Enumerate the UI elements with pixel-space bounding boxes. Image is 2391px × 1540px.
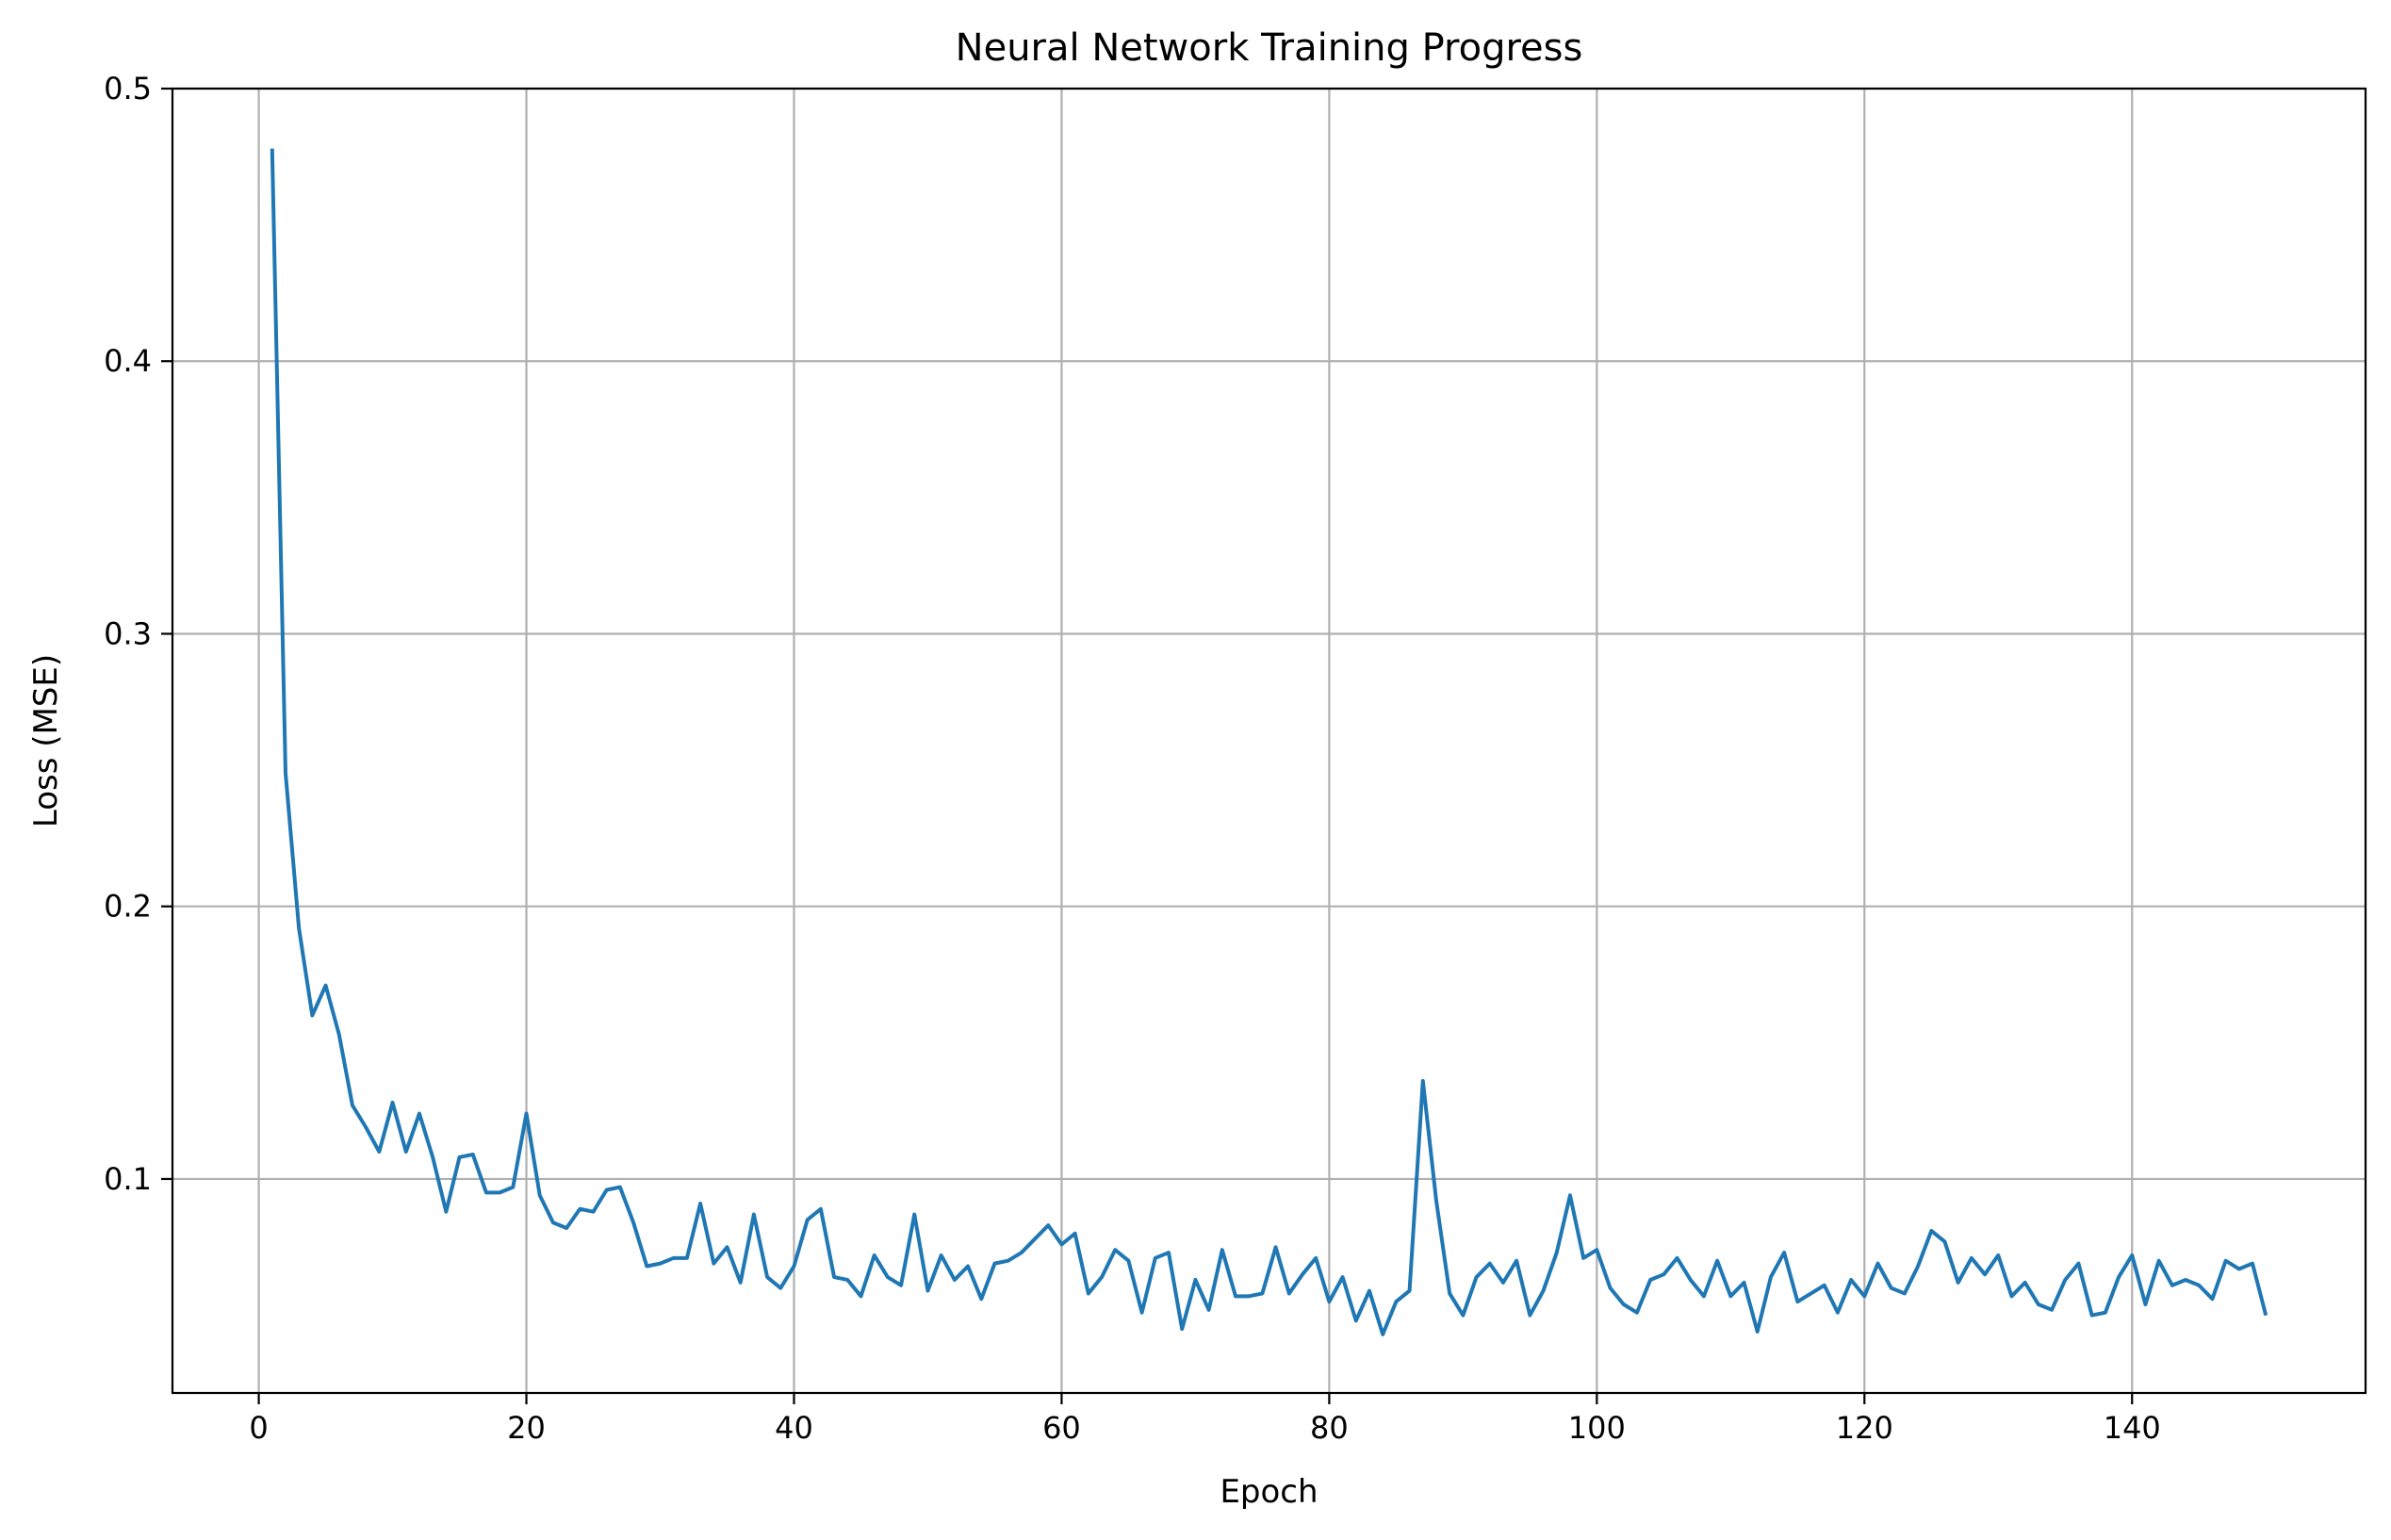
y-tick-label: 0.3 (104, 615, 152, 651)
x-tick-label: 60 (1042, 1410, 1081, 1446)
y-axis-label: Loss (MSE) (27, 654, 65, 827)
x-tick-label: 80 (1310, 1410, 1349, 1446)
y-tick-label: 0.2 (104, 889, 152, 925)
x-tick-label: 40 (775, 1410, 813, 1446)
axis-ticks: 0 20 40 60 80 100 120 140 0.1 0.2 0.3 0.4 0.5 (104, 71, 2161, 1446)
x-tick-label: 0 (249, 1410, 268, 1446)
x-tick-label: 120 (1836, 1410, 1893, 1446)
x-tick-label: 100 (1568, 1410, 1626, 1446)
y-tick-label: 0.4 (104, 343, 152, 379)
x-tick-label: 20 (507, 1410, 546, 1446)
x-tick-label: 140 (2104, 1410, 2161, 1446)
x-axis-label: Epoch (1220, 1473, 1318, 1511)
plot-frame (171, 87, 2367, 1395)
series-lines (270, 148, 2268, 1336)
loss-series-line (270, 148, 2268, 1336)
chart-title: Neural Network Training Progress (956, 26, 1583, 70)
y-tick-label: 0.1 (104, 1161, 152, 1197)
y-tick-label: 0.5 (104, 71, 152, 106)
